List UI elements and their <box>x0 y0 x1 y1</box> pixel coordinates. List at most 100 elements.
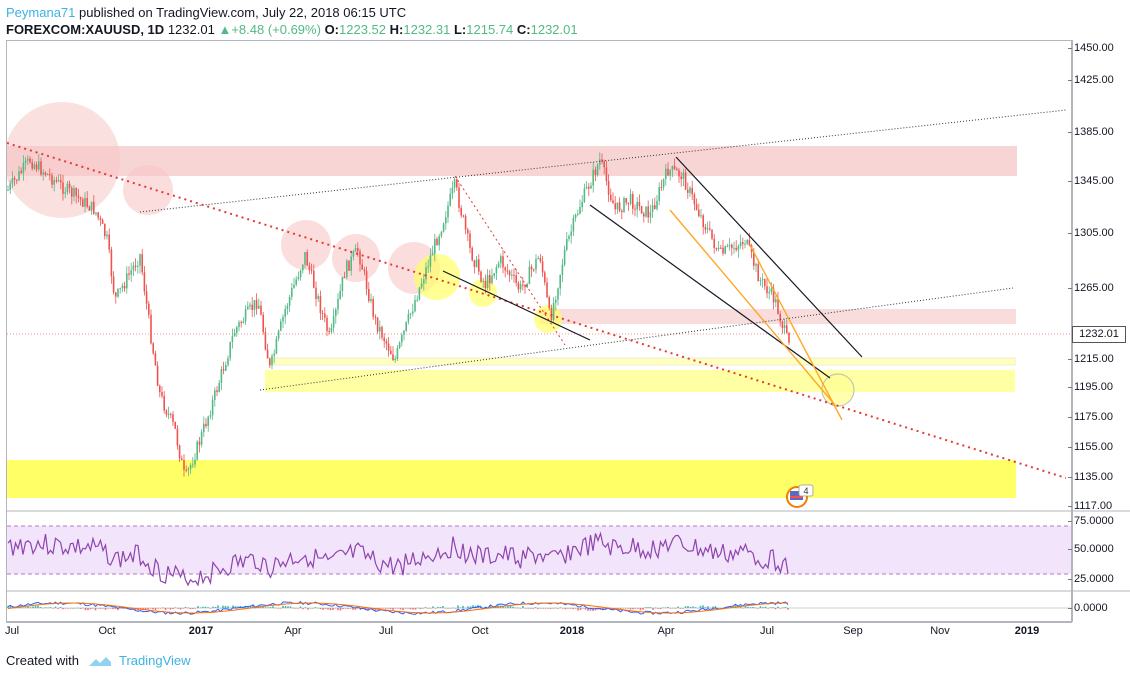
macd-bar <box>367 608 369 611</box>
candle-body <box>66 183 69 193</box>
candle-body <box>654 205 656 209</box>
macd-bar <box>702 605 704 608</box>
open-label: O: <box>324 22 340 37</box>
candle-body <box>420 283 423 288</box>
highlight-circle <box>7 102 120 218</box>
event-badge[interactable]: 4 <box>786 484 814 508</box>
candle-body <box>194 459 196 465</box>
time-tick: 2017 <box>188 625 214 637</box>
candle-body <box>178 445 181 459</box>
macd-bar <box>167 608 169 609</box>
candle-body <box>612 200 614 204</box>
macd-bar <box>107 608 109 609</box>
author-link[interactable]: Peymana71 <box>6 5 76 20</box>
candle-body <box>682 172 685 180</box>
candle-body <box>337 299 339 310</box>
macd-bar <box>664 607 667 609</box>
candle-body <box>354 247 357 252</box>
macd-pane[interactable] <box>7 600 1071 615</box>
candle-body <box>205 423 207 427</box>
candle-body <box>167 413 170 415</box>
macd-bar <box>144 608 147 610</box>
macd-bar <box>272 606 274 608</box>
candle-body <box>524 284 526 288</box>
candle-body <box>599 159 601 165</box>
candle-body <box>282 316 284 322</box>
candle-body <box>387 343 390 351</box>
candle-body <box>596 164 599 175</box>
price-tick: 1425.00 <box>1068 74 1114 86</box>
macd-bar <box>754 607 757 609</box>
candle-body <box>185 469 187 471</box>
candle-body <box>447 205 449 218</box>
macd-bar <box>774 608 777 610</box>
macd-bar <box>74 607 77 609</box>
macd-bar <box>44 607 47 608</box>
candle-body <box>451 187 454 194</box>
macd-bar <box>742 607 744 609</box>
candle-body <box>49 173 51 176</box>
candle-body <box>722 247 724 254</box>
candle-body <box>605 167 608 182</box>
symbol-name[interactable]: FOREXCOM:XAUUSD, 1D <box>6 22 165 37</box>
macd-bar <box>64 608 67 609</box>
macd-bar <box>624 608 627 609</box>
highlight-circle <box>414 254 460 300</box>
candle-body <box>667 168 669 176</box>
macd-bar <box>282 605 284 608</box>
candle-body <box>156 365 159 386</box>
candle-body <box>176 428 179 446</box>
macd-bar <box>632 608 634 610</box>
tradingview-brand-link[interactable]: TradingView <box>118 653 191 668</box>
candle-body <box>638 201 641 207</box>
candle-body <box>220 369 223 383</box>
tradingview-cloud-icon[interactable] <box>87 654 113 668</box>
candle-body <box>715 247 718 250</box>
candle-body <box>563 249 566 265</box>
macd-bar <box>539 608 542 609</box>
candle-body <box>365 271 368 290</box>
macd-bar <box>547 608 549 609</box>
time-axis[interactable] <box>6 622 1072 640</box>
macd-bar <box>54 606 57 608</box>
macd-bar <box>777 606 779 608</box>
macd-bar <box>769 607 772 608</box>
macd-bar <box>264 607 267 608</box>
price-tick: 1175.00 <box>1068 411 1113 423</box>
macd-bar <box>419 608 422 610</box>
candle-body <box>539 257 542 262</box>
macd-bar <box>72 608 74 609</box>
candle-body <box>238 322 240 328</box>
candle-body <box>84 198 86 207</box>
price-tick: 1265.00 <box>1068 282 1114 294</box>
macd-bar <box>399 608 402 610</box>
wedge-line-upper <box>675 156 863 358</box>
candle-body <box>436 238 438 246</box>
candle-body <box>214 390 216 400</box>
candle-body <box>427 266 429 268</box>
macd-bar <box>674 608 677 609</box>
macd-bar <box>217 605 219 608</box>
candle-body <box>711 229 713 239</box>
price-tick: 1305.00 <box>1068 227 1114 239</box>
candle-body <box>614 203 616 210</box>
candle-body <box>359 251 361 265</box>
chart-pane-frame[interactable] <box>6 40 1072 622</box>
up-arrow-icon: ▲ <box>218 22 232 37</box>
candle-body <box>306 251 308 266</box>
price-pane[interactable]: 4 <box>4 102 1071 508</box>
macd-bar <box>502 605 504 608</box>
candle-body <box>434 238 436 254</box>
time-tick: Oct <box>98 625 116 637</box>
macd-bar <box>344 608 347 609</box>
support-zone-bottom <box>7 460 1016 498</box>
rsi-pane[interactable] <box>7 525 1071 587</box>
macd-bar <box>327 608 329 610</box>
price-tick: 1155.00 <box>1068 441 1113 453</box>
macd-bar <box>319 608 322 610</box>
macd-bar <box>277 608 279 609</box>
candle-body <box>293 284 295 288</box>
macd-bar <box>589 608 592 611</box>
candle-body <box>145 291 148 304</box>
